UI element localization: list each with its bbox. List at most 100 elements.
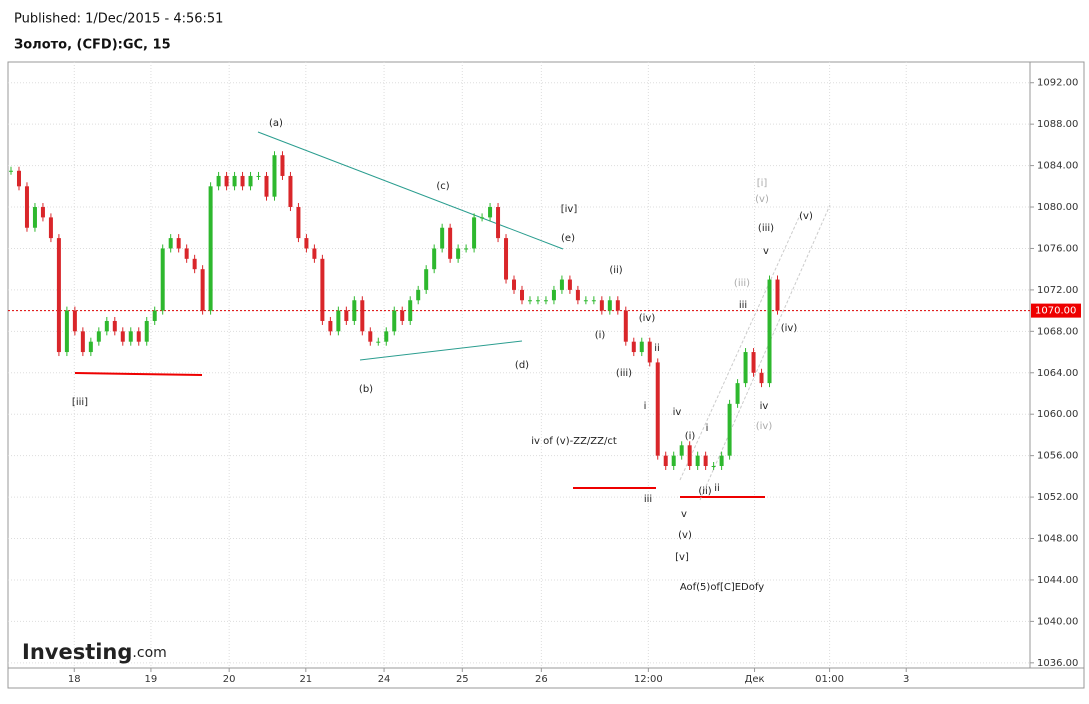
candle-body xyxy=(32,207,37,228)
candle-body xyxy=(48,217,53,239)
candle-body xyxy=(567,279,572,290)
wave-label: (ii) xyxy=(698,486,711,497)
y-tick-label: 1048.00 xyxy=(1037,534,1078,545)
candle-body xyxy=(184,248,189,259)
candle-body xyxy=(496,207,501,239)
last-price-label: 1070.00 xyxy=(1035,306,1076,317)
support-line xyxy=(74,372,203,376)
wave-label: (e) xyxy=(561,233,575,244)
candle-body xyxy=(663,455,668,466)
candle-body xyxy=(104,320,109,332)
candle-body xyxy=(719,455,724,466)
candle-body xyxy=(607,300,612,311)
candle-body xyxy=(599,300,604,311)
candle-body xyxy=(535,300,540,302)
candle-body xyxy=(280,155,285,176)
wave-label: (v) xyxy=(678,530,692,541)
candle-body xyxy=(64,310,69,353)
candle-body xyxy=(647,341,652,363)
candle-body xyxy=(631,341,636,353)
candle-body xyxy=(775,279,780,311)
wave-label: [iii] xyxy=(72,397,88,408)
candle-body xyxy=(512,279,517,290)
wave-label: (v) xyxy=(799,211,813,222)
logo-suffix: .com xyxy=(132,645,166,661)
candle-body xyxy=(759,372,764,384)
candle-body xyxy=(296,207,301,239)
y-tick-label: 1076.00 xyxy=(1037,243,1078,254)
wave-label: (iv) xyxy=(756,421,773,432)
wave-label: (a) xyxy=(269,118,283,129)
candle-body xyxy=(288,175,293,208)
y-tick-label: 1080.00 xyxy=(1037,202,1078,213)
x-tick-label: 20 xyxy=(223,674,236,685)
y-tick-label: 1044.00 xyxy=(1037,575,1078,586)
x-tick-label: 19 xyxy=(145,674,158,685)
y-tick-label: 1064.00 xyxy=(1037,368,1078,379)
candle-body xyxy=(424,269,429,290)
wave-label: [i] xyxy=(757,178,768,189)
candle-body xyxy=(248,175,253,187)
candle-body xyxy=(264,175,269,197)
x-tick-label: 26 xyxy=(535,674,548,685)
candle-body xyxy=(208,186,213,311)
candle-body xyxy=(112,320,117,332)
candle-body xyxy=(232,175,237,187)
wave-label: iii xyxy=(644,494,652,505)
wave-label: [v] xyxy=(675,552,689,563)
candle-body xyxy=(392,310,397,332)
y-tick-label: 1036.00 xyxy=(1037,658,1078,669)
wave-label: (iv) xyxy=(781,323,798,334)
y-tick-label: 1068.00 xyxy=(1037,326,1078,337)
wave-label: (ii) xyxy=(609,265,622,276)
candle-body xyxy=(727,403,732,456)
candle-body xyxy=(655,362,660,456)
candle-body xyxy=(408,300,413,321)
logo: Investing.com xyxy=(22,640,167,664)
candle-body xyxy=(735,383,740,404)
candle-body xyxy=(360,300,365,332)
candle-body xyxy=(136,331,141,342)
candle-body xyxy=(743,352,748,384)
wave-label: iv of (v)-ZZ/ZZ/ct xyxy=(531,436,617,447)
candle-body xyxy=(711,466,716,467)
candle-body xyxy=(272,155,277,197)
y-tick-label: 1088.00 xyxy=(1037,119,1078,130)
candle-body xyxy=(304,238,309,249)
candle-body xyxy=(256,175,261,177)
channel-line xyxy=(699,204,831,501)
x-tick-label: 18 xyxy=(68,674,81,685)
published: Published: 1/Dec/2015 - 4:56:51 xyxy=(14,12,223,27)
candle-body xyxy=(88,341,93,353)
candle-body xyxy=(671,455,676,466)
wave-label: [iv] xyxy=(561,204,578,215)
candle-body xyxy=(480,217,485,219)
candle-body xyxy=(128,331,133,342)
candle-body xyxy=(96,331,101,342)
trend-line xyxy=(257,131,564,250)
y-tick-label: 1084.00 xyxy=(1037,161,1078,172)
wave-label: (i) xyxy=(685,431,696,442)
wave-label: (iii) xyxy=(734,278,750,289)
candle-body xyxy=(504,238,509,280)
wave-label: iv xyxy=(673,407,682,418)
candle-body xyxy=(56,238,61,353)
candle-body xyxy=(200,269,205,311)
candle-body xyxy=(623,310,628,342)
wave-label: (iv) xyxy=(639,313,656,324)
candle-body xyxy=(583,300,588,302)
wave-label: (i) xyxy=(595,330,606,341)
candle-body xyxy=(695,455,700,466)
candle-body xyxy=(24,186,29,228)
candle-body xyxy=(312,248,317,259)
candle-body xyxy=(575,289,580,301)
last-price-box xyxy=(1031,303,1081,318)
instrument-title: Золото, (CFD):GC, 15 xyxy=(14,38,171,53)
candle-body xyxy=(376,341,381,343)
wave-label: Aof(5)of[C]EDofy xyxy=(680,582,764,593)
wave-label: (iii) xyxy=(758,223,774,234)
candle-body xyxy=(9,170,13,172)
y-tick-label: 1040.00 xyxy=(1037,616,1078,627)
wave-label: ii xyxy=(654,343,660,354)
channel-line xyxy=(679,214,801,481)
